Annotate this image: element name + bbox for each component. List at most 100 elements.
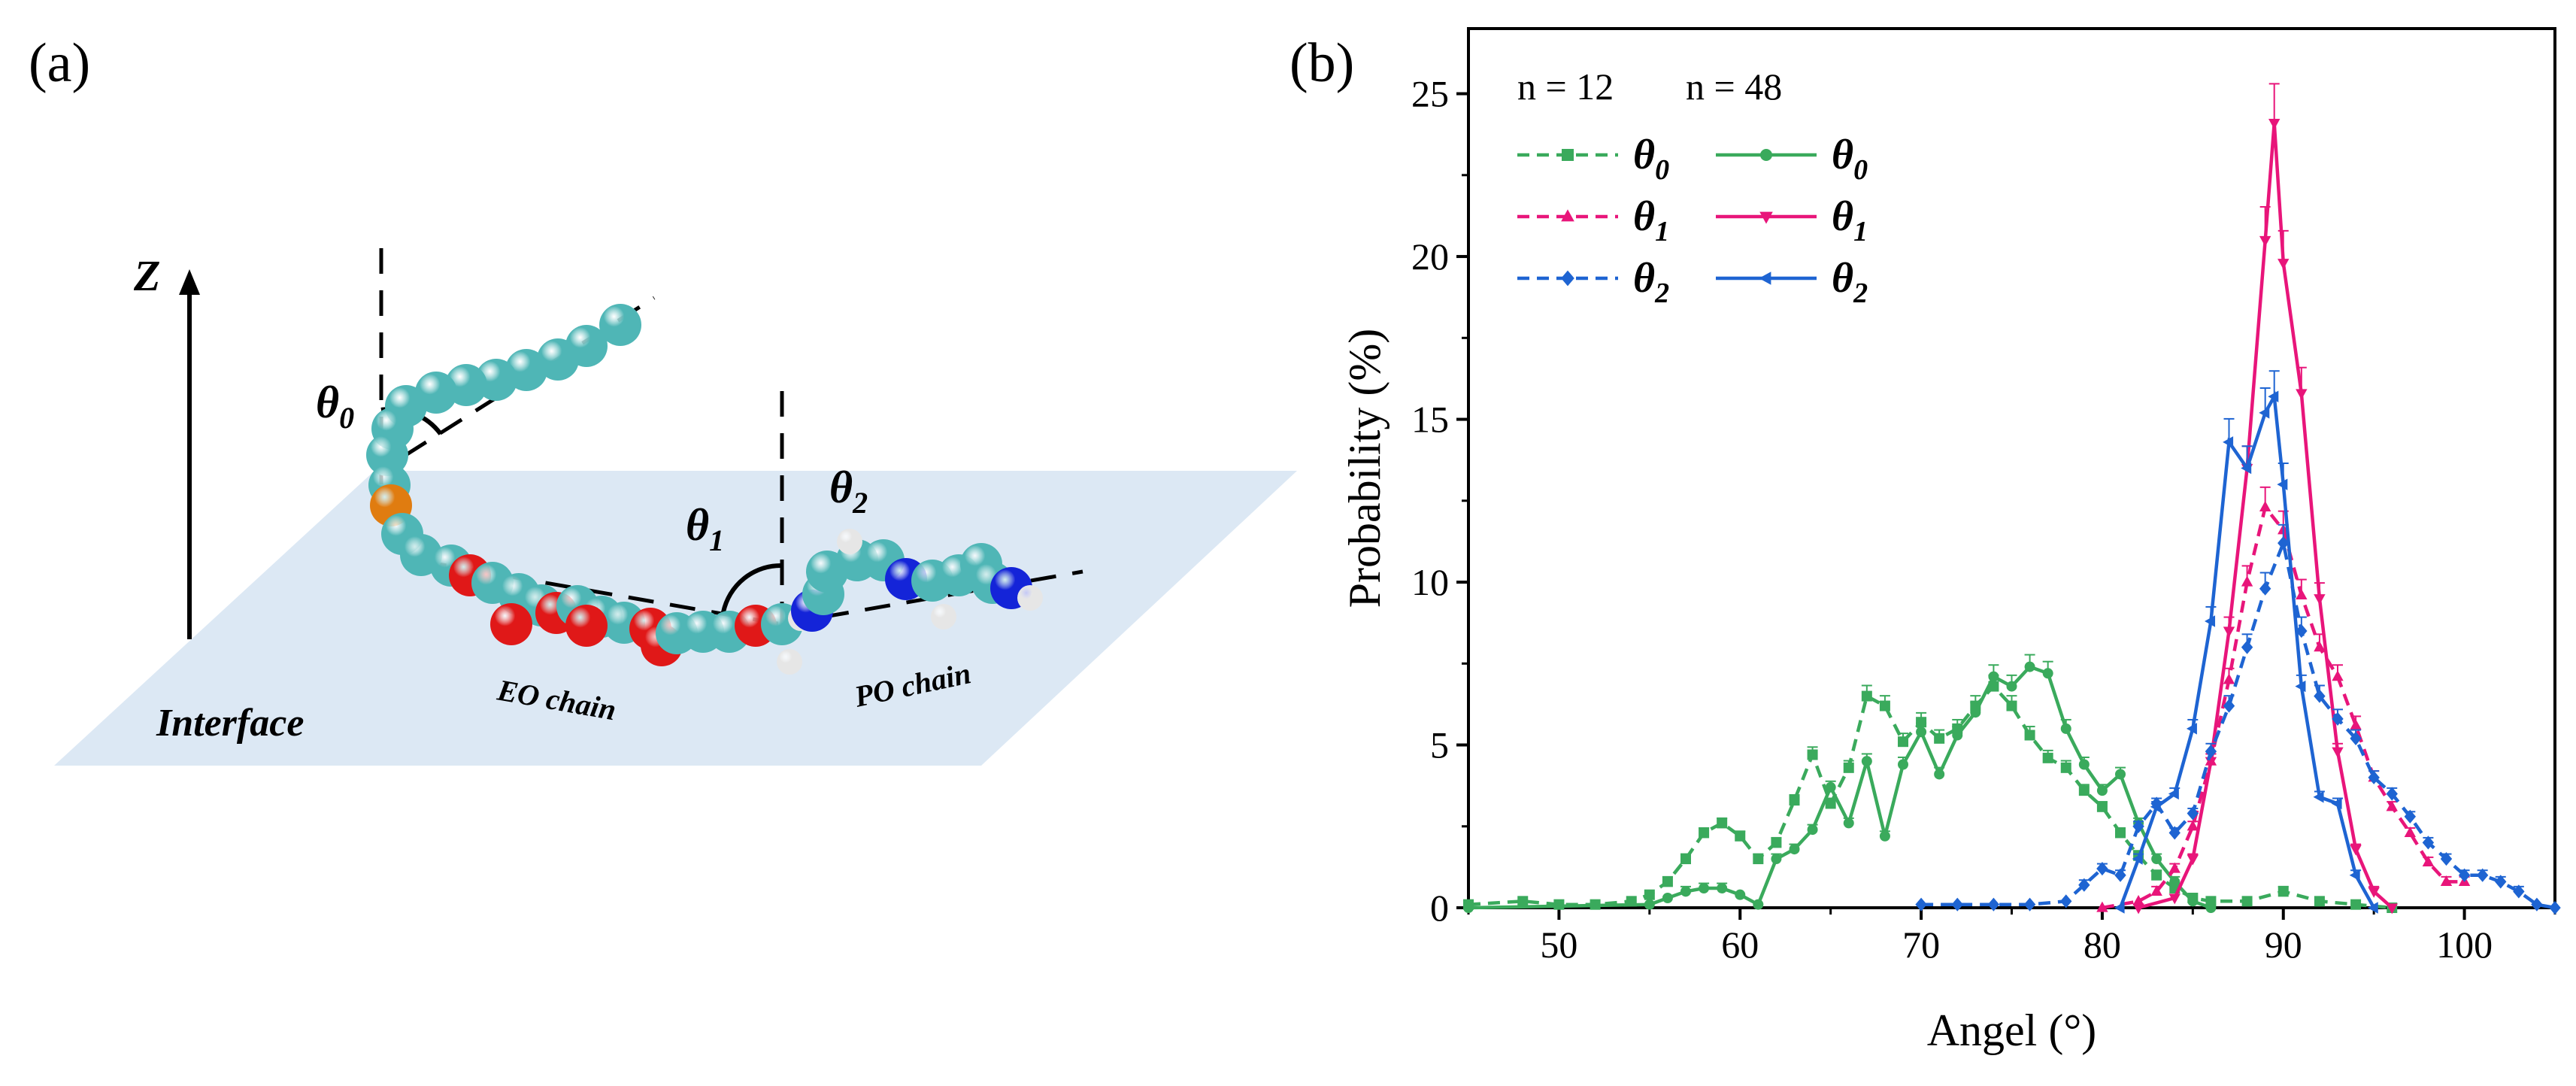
data-point bbox=[1807, 824, 1818, 836]
data-point bbox=[1717, 818, 1728, 829]
series-θ2-n48 bbox=[2114, 370, 2378, 914]
y-tick-label: 0 bbox=[1430, 887, 1449, 929]
data-point bbox=[1771, 854, 1782, 865]
z-axis-arrowhead bbox=[179, 269, 200, 295]
data-point bbox=[2151, 869, 2162, 881]
data-point bbox=[1680, 886, 1691, 897]
chart: 50 60 70 80 90 100 0 5 10 15 20 25 Angel (°) Probabil… bbox=[1340, 27, 2561, 1055]
data-point bbox=[1916, 727, 1927, 738]
legend-header-n12: n = 12 bbox=[1517, 65, 1614, 108]
data-point bbox=[2223, 626, 2235, 638]
data-point bbox=[2241, 575, 2253, 587]
data-point bbox=[2495, 875, 2507, 889]
data-point bbox=[2268, 118, 2281, 129]
data-point bbox=[2150, 884, 2162, 896]
data-point bbox=[2168, 893, 2181, 905]
data-point bbox=[2187, 854, 2199, 866]
data-point bbox=[1517, 896, 1529, 907]
data-point bbox=[1771, 837, 1782, 848]
y-tick-label: 15 bbox=[1411, 399, 1449, 441]
data-point bbox=[2115, 827, 2126, 839]
data-point bbox=[2314, 689, 2326, 703]
x-tick-label: 60 bbox=[1721, 924, 1759, 966]
data-point bbox=[2404, 809, 2417, 824]
atom-hydrogen bbox=[931, 604, 956, 629]
data-point bbox=[2259, 501, 2271, 512]
data-point bbox=[2296, 588, 2308, 599]
data-point bbox=[1915, 897, 1927, 912]
data-point bbox=[2114, 902, 2125, 914]
data-point bbox=[2332, 711, 2344, 726]
series-line bbox=[2102, 503, 2465, 910]
data-point bbox=[2386, 800, 2398, 811]
series-line bbox=[1468, 684, 2393, 910]
data-point bbox=[2187, 806, 2199, 821]
series-θ0-n48 bbox=[1463, 654, 2217, 913]
panel-a: (a) Z θ0 θ1 θ2 EO chain PO chain Interfa… bbox=[29, 32, 1297, 766]
data-point bbox=[1934, 769, 1945, 780]
data-point bbox=[2168, 787, 2179, 800]
data-point bbox=[1735, 830, 1746, 842]
data-point bbox=[1898, 759, 1908, 770]
legend-label: θ0 bbox=[1832, 132, 1868, 186]
data-point bbox=[2241, 896, 2253, 907]
y-tick-label: 25 bbox=[1411, 73, 1449, 115]
data-point bbox=[1807, 749, 1818, 760]
data-point bbox=[1825, 781, 1836, 793]
series-θ2-n12 bbox=[1915, 523, 2561, 915]
data-point bbox=[2296, 389, 2308, 400]
panel-b: (b) 50 60 70 80 90 100 0 5 10 15 20 25 Angel (°) Prob… bbox=[1290, 27, 2561, 1055]
data-point bbox=[2223, 436, 2234, 448]
molecule bbox=[366, 304, 1043, 675]
data-point bbox=[2268, 390, 2279, 402]
data-point bbox=[2096, 785, 2108, 796]
data-point bbox=[1759, 272, 1771, 285]
legend: n = 12 n = 48 θ0 θ0 θ1 θ1 θ2 θ2 bbox=[1517, 65, 1868, 309]
data-point bbox=[2024, 730, 2035, 741]
data-point bbox=[2096, 801, 2108, 812]
data-point bbox=[2440, 875, 2453, 886]
legend-header-n48: n = 48 bbox=[1686, 65, 1782, 108]
data-point bbox=[1753, 899, 1764, 910]
data-point bbox=[2259, 407, 2270, 419]
data-point bbox=[2186, 723, 2197, 735]
series-θ0-n12 bbox=[1463, 674, 2398, 913]
data-point bbox=[1987, 897, 2000, 912]
data-point bbox=[2023, 897, 2036, 912]
data-point bbox=[2151, 854, 2162, 865]
data-point bbox=[2024, 661, 2035, 672]
atom-carbon bbox=[366, 434, 408, 476]
data-point bbox=[1988, 671, 1999, 682]
data-point bbox=[2332, 670, 2344, 681]
data-point bbox=[1789, 844, 1800, 855]
theta2-label: θ2 bbox=[829, 463, 868, 520]
data-point bbox=[1898, 736, 1908, 748]
z-axis-label: Z bbox=[133, 251, 160, 300]
data-point bbox=[2331, 797, 2342, 810]
data-point bbox=[2386, 787, 2398, 801]
x-tick-label: 100 bbox=[2436, 924, 2493, 966]
data-point bbox=[2078, 759, 2090, 770]
atom-oxygen bbox=[565, 605, 608, 647]
data-point bbox=[2060, 723, 2071, 734]
data-point bbox=[1970, 707, 1981, 718]
data-point bbox=[1760, 149, 1772, 161]
data-point bbox=[2078, 878, 2090, 892]
data-point bbox=[2277, 535, 2290, 551]
data-point bbox=[2368, 887, 2380, 898]
data-point bbox=[1644, 899, 1655, 910]
data-point bbox=[2440, 851, 2453, 866]
data-point bbox=[1879, 830, 1890, 842]
data-point bbox=[1735, 889, 1746, 900]
data-point bbox=[2132, 894, 2144, 906]
data-point bbox=[2042, 668, 2053, 679]
data-point bbox=[2006, 681, 2017, 692]
data-point bbox=[2132, 819, 2144, 833]
data-point bbox=[1861, 690, 1872, 702]
data-point bbox=[1561, 209, 1574, 222]
data-point bbox=[2241, 462, 2252, 475]
legend-label: θ1 bbox=[1832, 193, 1868, 247]
data-point bbox=[2205, 902, 2217, 913]
data-point bbox=[1843, 762, 1854, 773]
data-point bbox=[2368, 770, 2380, 784]
